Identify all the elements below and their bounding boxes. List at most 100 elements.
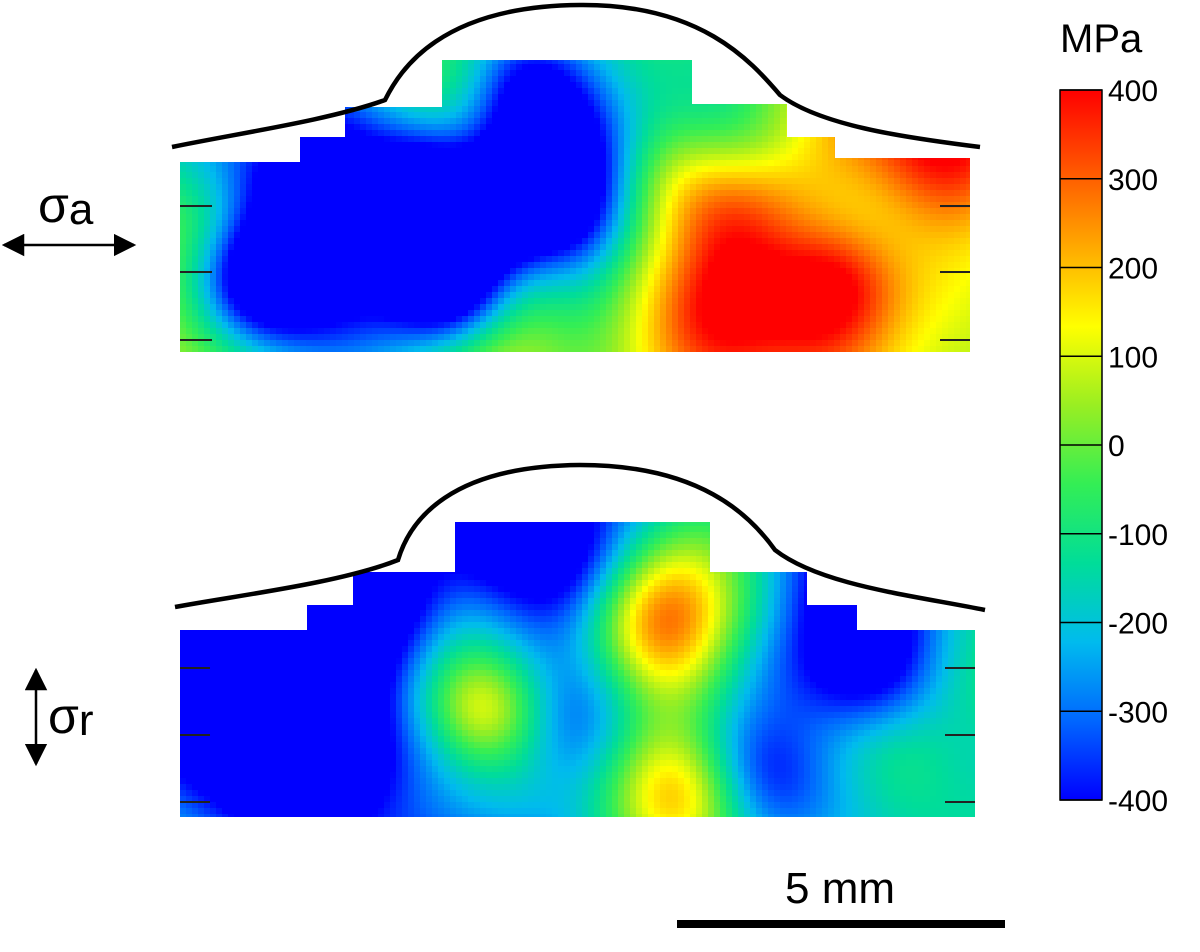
stress-cell: [402, 154, 409, 161]
stress-cell: [594, 244, 601, 251]
stress-cell: [594, 82, 601, 89]
stress-cell: [810, 250, 817, 257]
stress-cell: [774, 136, 781, 143]
stress-cell: [402, 238, 409, 245]
stress-cell: [258, 160, 265, 167]
stress-cell: [624, 220, 631, 227]
stress-cell: [312, 250, 319, 257]
stress-cell: [426, 106, 433, 113]
stress-cell: [648, 106, 655, 113]
stress-cell: [480, 148, 487, 155]
stress-cell: [648, 184, 655, 191]
stress-cell: [468, 232, 475, 239]
stress-cell: [918, 208, 925, 215]
stress-cell: [456, 130, 463, 137]
stress-cell: [414, 166, 421, 173]
stress-cell: [360, 262, 367, 269]
stress-cell: [360, 244, 367, 251]
stress-cell: [486, 136, 493, 143]
stress-cell: [666, 82, 673, 89]
stress-cell: [936, 232, 943, 239]
stress-cell: [618, 118, 625, 125]
stress-cell: [462, 130, 469, 137]
stress-cell: [396, 130, 403, 137]
stress-cell: [498, 88, 505, 95]
stress-cell: [270, 142, 277, 149]
stress-cell: [564, 64, 571, 71]
stress-cell: [432, 244, 439, 251]
stress-cell: [228, 124, 235, 131]
stress-cell: [798, 166, 805, 173]
stress-cell: [804, 88, 811, 95]
stress-cell: [414, 226, 421, 233]
stress-cell: [714, 130, 721, 137]
stress-cell: [654, 214, 661, 221]
stress-cell: [552, 100, 559, 107]
stress-cell: [246, 118, 253, 125]
stress-cell: [816, 256, 823, 263]
stress-cell: [888, 202, 895, 209]
stress-cell: [846, 274, 853, 281]
stress-cell: [204, 196, 211, 203]
stress-cell: [444, 178, 451, 185]
stress-cell: [558, 232, 565, 239]
stress-cell: [606, 232, 613, 239]
stress-cell: [786, 208, 793, 215]
stress-cell: [240, 118, 247, 125]
stress-cell: [678, 60, 685, 65]
stress-cell: [858, 232, 865, 239]
stress-cell: [948, 106, 955, 113]
stress-cell: [720, 88, 727, 95]
stress-cell: [222, 112, 229, 119]
stress-cell: [678, 202, 685, 209]
stress-cell: [582, 60, 589, 65]
stress-cell: [930, 88, 937, 95]
stress-cell: [930, 70, 937, 77]
stress-cell: [468, 118, 475, 125]
stress-cell: [564, 94, 571, 101]
stress-cell: [378, 172, 385, 179]
stress-cell: [216, 220, 223, 227]
stress-cell: [372, 112, 379, 119]
stress-cell: [678, 160, 685, 167]
stress-cell: [630, 190, 637, 197]
stress-cell: [636, 226, 643, 233]
stress-cell: [180, 190, 187, 197]
stress-cell: [744, 226, 751, 233]
stress-cell: [558, 142, 565, 149]
stress-cell: [750, 184, 757, 191]
stress-cell: [294, 220, 301, 227]
stress-cell: [894, 178, 901, 185]
stress-cell: [900, 112, 907, 119]
stress-cell: [282, 268, 289, 275]
stress-cell: [318, 130, 325, 137]
stress-cell: [702, 82, 709, 89]
stress-cell: [618, 280, 625, 287]
stress-cell: [480, 154, 487, 161]
stress-cell: [390, 250, 397, 257]
stress-cell: [342, 232, 349, 239]
stress-cell: [258, 118, 265, 125]
stress-cell: [492, 160, 499, 167]
stress-cell: [840, 244, 847, 251]
stress-cell: [720, 94, 727, 101]
stress-cell: [954, 124, 961, 131]
stress-cell: [828, 178, 835, 185]
stress-cell: [510, 88, 517, 95]
stress-cell: [828, 214, 835, 221]
stress-cell: [198, 220, 205, 227]
stress-cell: [510, 60, 517, 65]
stress-cell: [228, 202, 235, 209]
stress-cell: [240, 160, 247, 167]
stress-cell: [390, 244, 397, 251]
stress-cell: [726, 100, 733, 107]
stress-cell: [366, 136, 373, 143]
stress-cell: [540, 118, 547, 125]
stress-cell: [324, 148, 331, 155]
stress-cell: [288, 214, 295, 221]
stress-cell: [228, 106, 235, 113]
stress-cell: [936, 60, 943, 65]
stress-cell: [270, 70, 277, 77]
stress-cell: [516, 76, 523, 83]
stress-cell: [906, 148, 913, 155]
